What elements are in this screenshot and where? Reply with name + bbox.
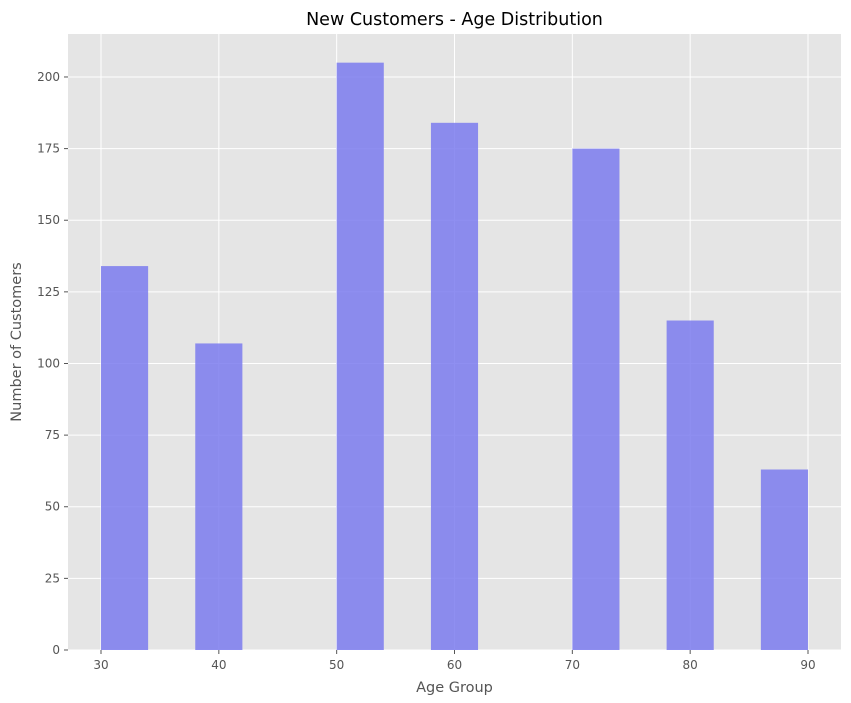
y-tick-label: 100 <box>37 356 60 370</box>
x-tick-label: 90 <box>800 658 815 672</box>
y-tick-label: 50 <box>45 500 60 514</box>
histogram-bar <box>100 266 149 650</box>
histogram-bar <box>572 148 620 650</box>
y-tick-label: 125 <box>37 285 60 299</box>
histogram-bar <box>430 122 479 650</box>
bars <box>100 62 809 650</box>
histogram-bar <box>760 469 809 650</box>
x-tick-label: 70 <box>565 658 580 672</box>
x-tick-label: 80 <box>683 658 698 672</box>
y-tick-label: 175 <box>37 142 60 156</box>
histogram-bar <box>336 62 384 650</box>
histogram-bar <box>195 343 243 650</box>
x-tick-label: 30 <box>93 658 108 672</box>
y-tick-label: 200 <box>37 70 60 84</box>
y-axis-ticks: 0 25 50 75 100 125 150 175 200 <box>37 70 68 657</box>
y-tick-label: 75 <box>45 428 60 442</box>
y-tick-label: 0 <box>52 643 60 657</box>
histogram-bar <box>666 320 714 650</box>
x-axis-ticks: 30 40 50 60 70 80 90 <box>93 650 816 672</box>
chart-title: New Customers - Age Distribution <box>306 10 603 30</box>
x-axis-label: Age Group <box>416 680 493 696</box>
x-tick-label: 50 <box>329 658 344 672</box>
x-tick-label: 60 <box>447 658 462 672</box>
x-tick-label: 40 <box>211 658 226 672</box>
y-tick-label: 150 <box>37 213 60 227</box>
y-tick-label: 25 <box>45 571 60 585</box>
y-axis-label: Number of Customers <box>9 262 25 421</box>
